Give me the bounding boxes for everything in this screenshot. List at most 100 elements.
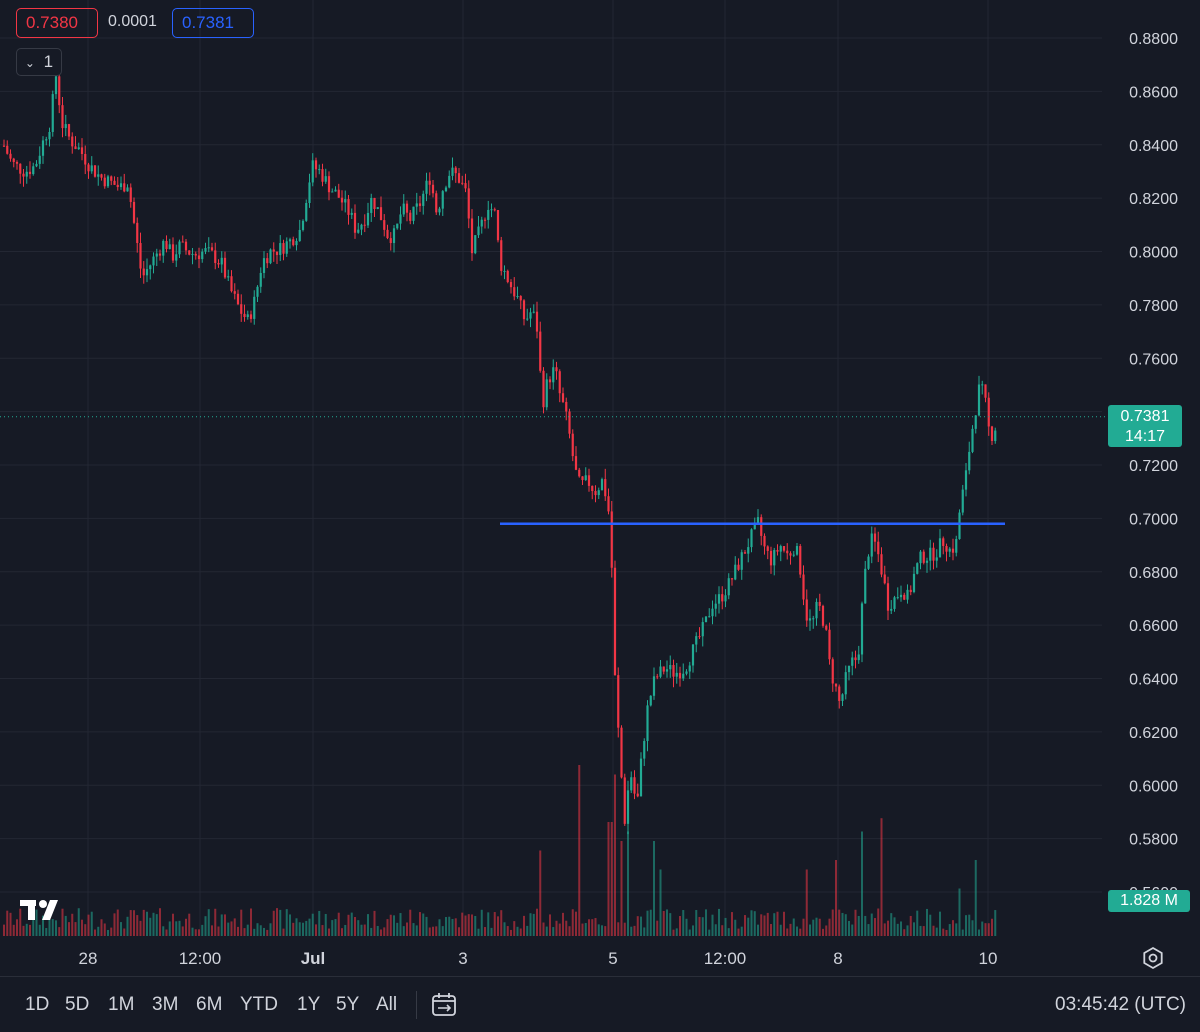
volume-bar xyxy=(19,908,22,936)
volume-bar xyxy=(984,923,987,936)
candle-body xyxy=(880,554,883,575)
volume-bar xyxy=(422,913,425,936)
candle-body xyxy=(467,188,470,219)
volume-bar xyxy=(188,913,191,936)
range-5d-button[interactable]: 5D xyxy=(65,994,90,1015)
candle-body xyxy=(500,240,503,271)
candle-body xyxy=(597,490,600,496)
candle-body xyxy=(418,203,422,206)
candle-body xyxy=(269,249,272,264)
volume-bar xyxy=(84,924,87,936)
candle-body xyxy=(191,253,194,255)
volume-bar xyxy=(532,913,535,936)
candle-body xyxy=(925,560,929,563)
close-value-box[interactable]: 0.7381 xyxy=(172,8,254,38)
legend-collapse-button[interactable]: ⌄ 1 xyxy=(16,48,62,76)
range-6m-button[interactable]: 6M xyxy=(196,994,223,1015)
candle-body xyxy=(77,147,80,150)
volume-bar xyxy=(935,927,938,936)
last-price-value: 0.7381 xyxy=(1120,408,1170,425)
candle-body xyxy=(951,548,955,553)
volume-bar xyxy=(162,926,165,936)
candle-body xyxy=(899,594,903,598)
candle-body xyxy=(613,567,617,676)
volume-bar xyxy=(945,929,948,936)
volume-bar xyxy=(877,908,880,936)
volume-bar xyxy=(211,925,213,936)
y-tick-label: 0.8600 xyxy=(1129,84,1178,101)
volume-bar xyxy=(493,912,496,936)
volume-bar xyxy=(461,912,464,936)
candle-body xyxy=(851,657,854,666)
volume-bar xyxy=(513,921,516,936)
candle-body xyxy=(636,793,639,797)
candle-body xyxy=(305,202,308,221)
volume-bar xyxy=(139,920,142,936)
y-tick-label: 0.6400 xyxy=(1129,672,1178,689)
y-tick-label: 0.8800 xyxy=(1129,31,1178,48)
candle-body xyxy=(870,533,873,557)
range-ytd-button[interactable]: YTD xyxy=(240,994,278,1015)
candle-body xyxy=(630,777,633,791)
candle-body xyxy=(574,456,578,470)
volume-bar xyxy=(318,910,321,936)
volume-bar xyxy=(136,915,139,936)
volume-bar xyxy=(623,922,626,936)
volume-bars xyxy=(3,765,997,936)
volume-bar xyxy=(571,909,574,936)
range-5y-button[interactable]: 5Y xyxy=(336,994,360,1015)
candle-body xyxy=(493,209,496,211)
volume-bar xyxy=(601,925,603,936)
range-1d-button[interactable]: 1D xyxy=(25,994,50,1015)
volume-bar xyxy=(682,910,685,936)
price-chart[interactable]: 0.8800 0.8600 0.8400 0.8200 0.8000 0.7800 0.76… xyxy=(0,0,1200,976)
candle-body xyxy=(639,758,643,797)
candle-body xyxy=(214,250,217,263)
open-value-box[interactable]: 0.7380 xyxy=(16,8,98,38)
range-1y-button[interactable]: 1Y xyxy=(297,994,321,1015)
calendar-range-icon[interactable] xyxy=(430,991,458,1019)
range-1m-button[interactable]: 1M xyxy=(108,994,135,1015)
volume-bar xyxy=(510,929,512,936)
volume-bar xyxy=(974,860,977,936)
volume-bar xyxy=(542,922,545,936)
volume-bar xyxy=(129,910,132,936)
volume-bar xyxy=(399,913,402,936)
candle-body xyxy=(22,173,25,177)
volume-bar xyxy=(133,910,135,936)
candle-body xyxy=(916,563,919,574)
candle-body xyxy=(376,207,379,209)
tradingview-logo-icon[interactable] xyxy=(20,898,64,922)
candle-body xyxy=(35,163,38,167)
candle-body xyxy=(724,595,727,602)
candle-body xyxy=(249,314,253,319)
gear-icon[interactable] xyxy=(1141,946,1165,970)
volume-bar xyxy=(276,908,278,936)
volume-bar xyxy=(298,922,301,936)
volume-bar xyxy=(575,911,577,936)
volume-bar xyxy=(22,925,25,936)
candle-body xyxy=(773,550,776,566)
volume-bar xyxy=(792,918,795,936)
volume-bar xyxy=(419,912,421,936)
candle-body xyxy=(129,187,132,202)
volume-bar xyxy=(536,908,538,936)
utc-clock[interactable]: 03:45:42 (UTC) xyxy=(1055,994,1186,1015)
volume-bar xyxy=(763,915,766,936)
volume-bar xyxy=(68,922,70,936)
range-all-button[interactable]: All xyxy=(376,994,398,1015)
volume-bar xyxy=(51,919,54,936)
candle-body xyxy=(298,229,301,241)
volume-bar xyxy=(497,916,499,936)
candle-body xyxy=(847,665,851,673)
volume-bar xyxy=(604,926,607,936)
range-3m-button[interactable]: 3M xyxy=(152,994,179,1015)
volume-bar xyxy=(721,925,724,936)
volume-bar xyxy=(90,911,93,936)
volume-bar xyxy=(708,929,711,936)
overlays xyxy=(0,416,1108,525)
candle-body xyxy=(620,727,623,778)
candle-body xyxy=(734,564,737,580)
volume-bar xyxy=(120,922,122,936)
